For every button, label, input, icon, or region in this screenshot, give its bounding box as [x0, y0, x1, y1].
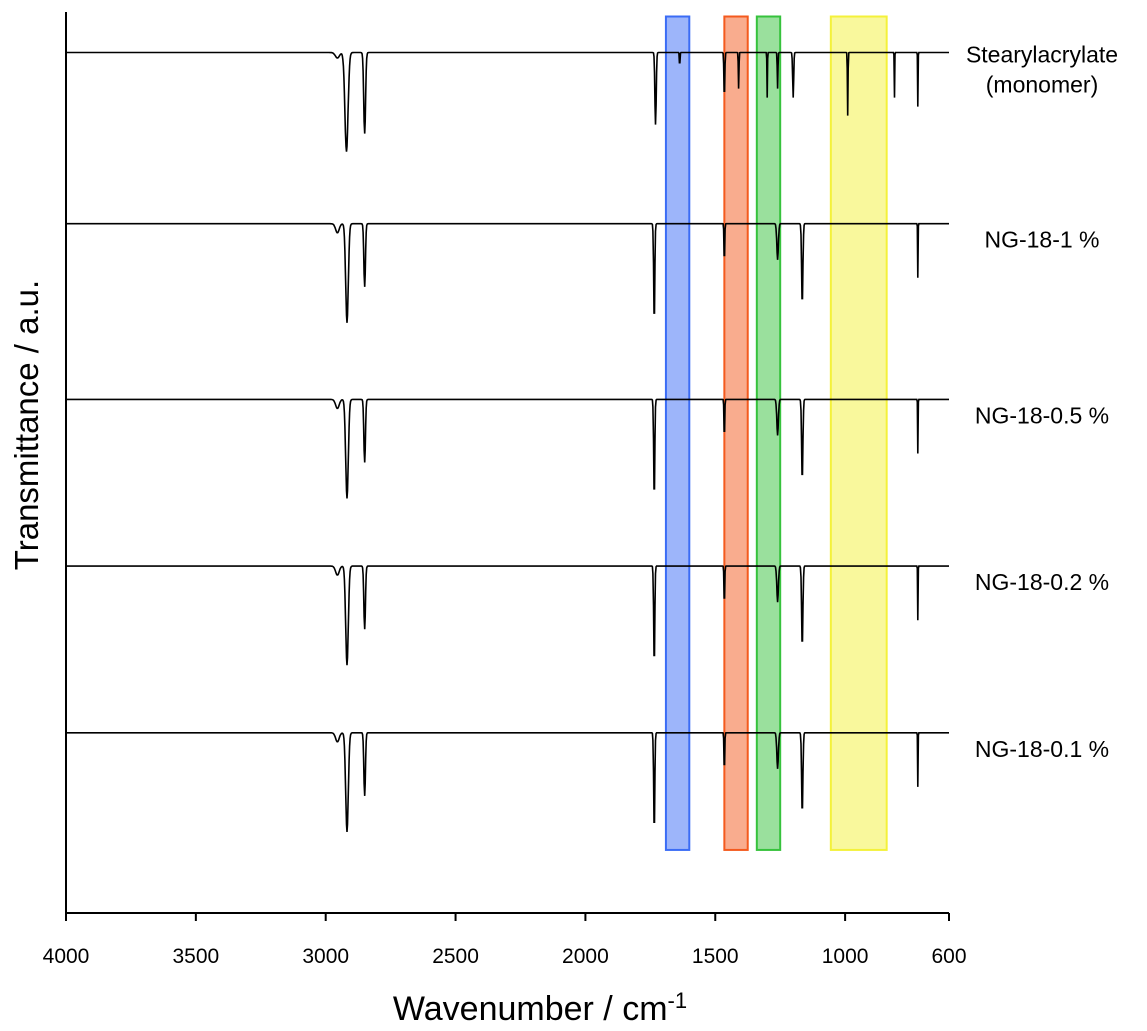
highlight-bands	[664, 15, 888, 851]
spectrum-line-3	[66, 398, 949, 499]
x-tick-label-2000: 2000	[562, 945, 609, 968]
highlight-band-4	[829, 15, 888, 851]
y-axis-label: Transmittance / a.u.	[8, 280, 45, 570]
series-label-4: NG-18-0.2 %	[975, 569, 1109, 595]
x-tick-label-1000: 1000	[822, 945, 869, 968]
spectrum-line-2	[66, 222, 949, 323]
x-tick-label-3000: 3000	[302, 945, 349, 968]
series-labels: Stearylacrylate (monomer) NG-18-1 % NG-18-0…	[966, 42, 1118, 762]
series-label-1-line2: (monomer)	[986, 72, 1098, 98]
series-label-5: NG-18-0.1 %	[975, 736, 1109, 762]
x-axis-label-superscript: -1	[668, 988, 688, 1013]
x-tick-label-2500: 2500	[432, 945, 479, 968]
series-label-1: Stearylacrylate	[966, 42, 1118, 68]
highlight-band-2	[723, 15, 749, 851]
x-tick-label-600: 600	[931, 945, 966, 968]
x-ticks: 4000 3500 3000 2500 2000 1500 1000 600	[43, 913, 967, 968]
series-label-3: NG-18-0.5 %	[975, 402, 1109, 428]
x-tick-label-4000: 4000	[43, 945, 90, 968]
series-label-2: NG-18-1 %	[984, 227, 1099, 253]
x-tick-label-1500: 1500	[692, 945, 739, 968]
highlight-band-1	[664, 15, 691, 851]
spectrum-line-1	[66, 51, 949, 152]
x-tick-label-3500: 3500	[172, 945, 219, 968]
spectra	[66, 51, 949, 832]
highlight-band-3	[755, 15, 782, 851]
spectrum-line-5	[66, 731, 949, 832]
spectrum-line-4	[66, 565, 949, 666]
x-axis-label: Wavenumber / cm-1	[393, 988, 687, 1028]
